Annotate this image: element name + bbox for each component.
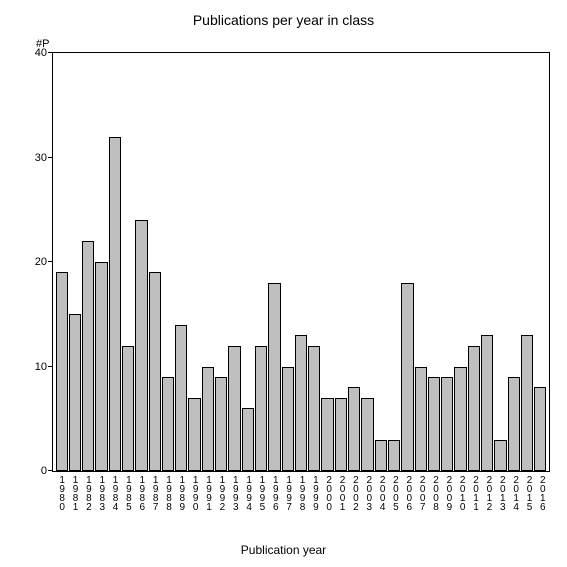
y-tick-label: 40 [17,47,53,59]
chart-container: Publications per year in class #P 010203… [0,0,567,567]
x-tick-label: 1993 [230,471,240,511]
bar [415,367,427,472]
bar [508,377,520,471]
bar [282,367,294,472]
bar [135,220,147,471]
x-tick-label: 2009 [444,471,454,511]
bar [255,346,267,471]
bar [69,314,81,471]
y-tick-label: 0 [17,465,53,477]
x-tick-label: 1983 [97,471,107,511]
bar [82,241,94,471]
x-tick-label: 2008 [431,471,441,511]
bar [454,367,466,472]
x-tick-label: 2006 [404,471,414,511]
x-tick-label: 1997 [284,471,294,511]
bar [321,398,333,471]
x-tick-label: 1985 [123,471,133,511]
bar [361,398,373,471]
x-tick-label: 2016 [537,471,547,511]
x-tick-label: 1981 [70,471,80,511]
x-tick-label: 2003 [364,471,374,511]
x-tick-label: 2010 [457,471,467,511]
bar [521,335,533,471]
x-tick-label: 2007 [417,471,427,511]
bar [268,283,280,471]
x-tick-label: 1986 [137,471,147,511]
bar [401,283,413,471]
x-tick-label: 1984 [110,471,120,511]
y-tick-mark [48,470,53,471]
x-tick-label: 2002 [350,471,360,511]
bar [122,346,134,471]
y-tick-label: 30 [17,152,53,164]
bar [162,377,174,471]
x-tick-label: 1994 [244,471,254,511]
y-tick-label: 10 [17,361,53,373]
bar [494,440,506,471]
bar [388,440,400,471]
bar [348,387,360,471]
bar [534,387,546,471]
x-tick-label: 2015 [524,471,534,511]
bar [175,325,187,471]
bar [308,346,320,471]
bar [56,272,68,471]
chart-title: Publications per year in class [0,12,567,28]
x-tick-label: 1989 [177,471,187,511]
x-tick-label: 1990 [190,471,200,511]
bar [295,335,307,471]
x-tick-label: 1987 [150,471,160,511]
x-tick-label: 2001 [337,471,347,511]
x-tick-label: 2013 [497,471,507,511]
x-tick-label: 2012 [484,471,494,511]
y-tick-mark [48,52,53,53]
x-tick-label: 1988 [163,471,173,511]
x-tick-label: 1992 [217,471,227,511]
x-tick-label: 1982 [83,471,93,511]
x-tick-label: 1980 [57,471,67,511]
bar [95,262,107,471]
x-tick-label: 1996 [270,471,280,511]
x-tick-label: 1999 [310,471,320,511]
bar [215,377,227,471]
bar [188,398,200,471]
bar [468,346,480,471]
plot-area: 010203040 198019811982198319841985198619… [52,52,550,472]
bar [441,377,453,471]
x-tick-label: 2011 [471,471,481,511]
bar [149,272,161,471]
x-tick-label: 1995 [257,471,267,511]
bar [481,335,493,471]
y-tick-mark [48,157,53,158]
bars-group [53,53,549,471]
y-tick-mark [48,366,53,367]
bar [202,367,214,472]
x-tick-label: 1991 [204,471,214,511]
x-axis-label: Publication year [0,543,567,557]
bar [109,137,121,471]
bar [428,377,440,471]
x-tick-label: 2005 [390,471,400,511]
bar [375,440,387,471]
x-tick-label: 2014 [511,471,521,511]
bar [335,398,347,471]
x-tick-label: 1998 [297,471,307,511]
y-tick-mark [48,261,53,262]
x-tick-label: 2004 [377,471,387,511]
y-tick-label: 20 [17,256,53,268]
x-tick-label: 2000 [324,471,334,511]
bar [242,408,254,471]
bar [228,346,240,471]
